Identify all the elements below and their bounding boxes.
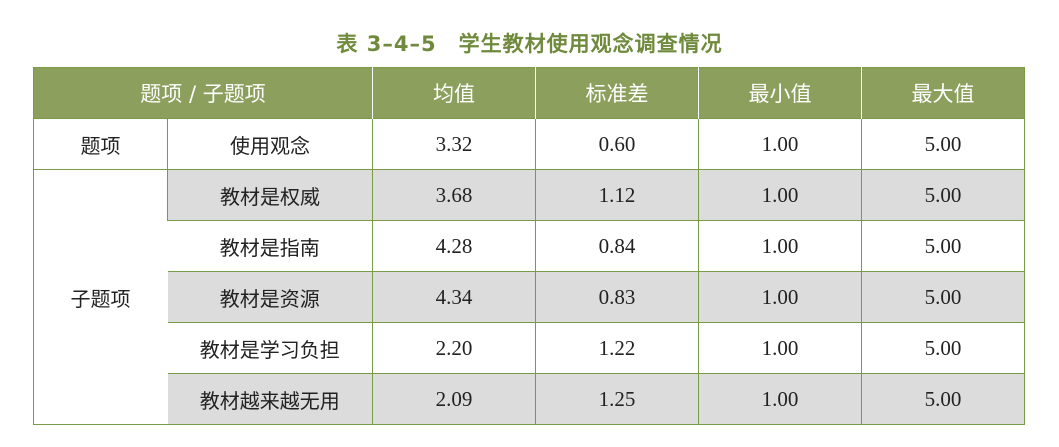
min-cell: 1.00 [698, 118, 862, 170]
min-cell: 1.00 [698, 169, 862, 221]
table-caption: 表 3–4–5 学生教材使用观念调查情况 [336, 32, 723, 56]
item-label: 教材是指南 [167, 220, 373, 272]
std-cell: 1.12 [535, 169, 699, 221]
max-cell: 5.00 [861, 271, 1025, 323]
mean-cell: 2.20 [372, 322, 536, 374]
max-cell: 5.00 [861, 322, 1025, 374]
item-label: 教材是学习负担 [167, 322, 373, 374]
std-cell: 1.25 [535, 373, 699, 425]
header-max: 最大值 [861, 67, 1025, 119]
std-cell: 1.22 [535, 322, 699, 374]
max-cell: 5.00 [861, 169, 1025, 221]
item-label: 使用观念 [167, 118, 373, 170]
header-min: 最小值 [698, 67, 862, 119]
header-item: 题项 / 子题项 [33, 67, 373, 119]
mean-cell: 3.68 [372, 169, 536, 221]
min-cell: 1.00 [698, 220, 862, 272]
stats-table: 题项 / 子题项 均值 标准差 最小值 最大值 题项 使用观念 3.32 0.6… [33, 67, 1025, 425]
std-cell: 0.60 [535, 118, 699, 170]
max-cell: 5.00 [861, 373, 1025, 425]
table-row: 子题项 教材是权威 3.68 1.12 1.00 5.00 [33, 169, 1025, 425]
mean-cell: 4.34 [372, 271, 536, 323]
min-cell: 1.00 [698, 271, 862, 323]
table-row: 教材是指南 4.28 0.84 1.00 5.00 [34, 220, 1025, 272]
header-mean: 均值 [372, 67, 536, 119]
item-label: 教材越来越无用 [167, 373, 373, 425]
mean-cell: 3.32 [372, 118, 536, 170]
std-cell: 0.83 [535, 271, 699, 323]
min-cell: 1.00 [698, 373, 862, 425]
header-std: 标准差 [535, 67, 699, 119]
header-row: 题项 / 子题项 均值 标准差 最小值 最大值 [33, 67, 1025, 119]
item-label: 教材是资源 [167, 271, 373, 323]
table-row: 教材越来越无用 2.09 1.25 1.00 5.00 [34, 373, 1025, 425]
max-cell: 5.00 [861, 118, 1025, 170]
table-row: 题项 使用观念 3.32 0.60 1.00 5.00 [33, 118, 1025, 170]
table-row: 教材是学习负担 2.20 1.22 1.00 5.00 [34, 322, 1025, 374]
std-cell: 0.84 [535, 220, 699, 272]
max-cell: 5.00 [861, 220, 1025, 272]
group-label: 题项 [33, 118, 168, 170]
mean-cell: 4.28 [372, 220, 536, 272]
table-row: 教材是资源 4.34 0.83 1.00 5.00 [34, 271, 1025, 323]
mean-cell: 2.09 [372, 373, 536, 425]
item-label: 教材是权威 [167, 169, 373, 221]
sub-group-label: 子题项 [33, 169, 168, 425]
min-cell: 1.00 [698, 322, 862, 374]
